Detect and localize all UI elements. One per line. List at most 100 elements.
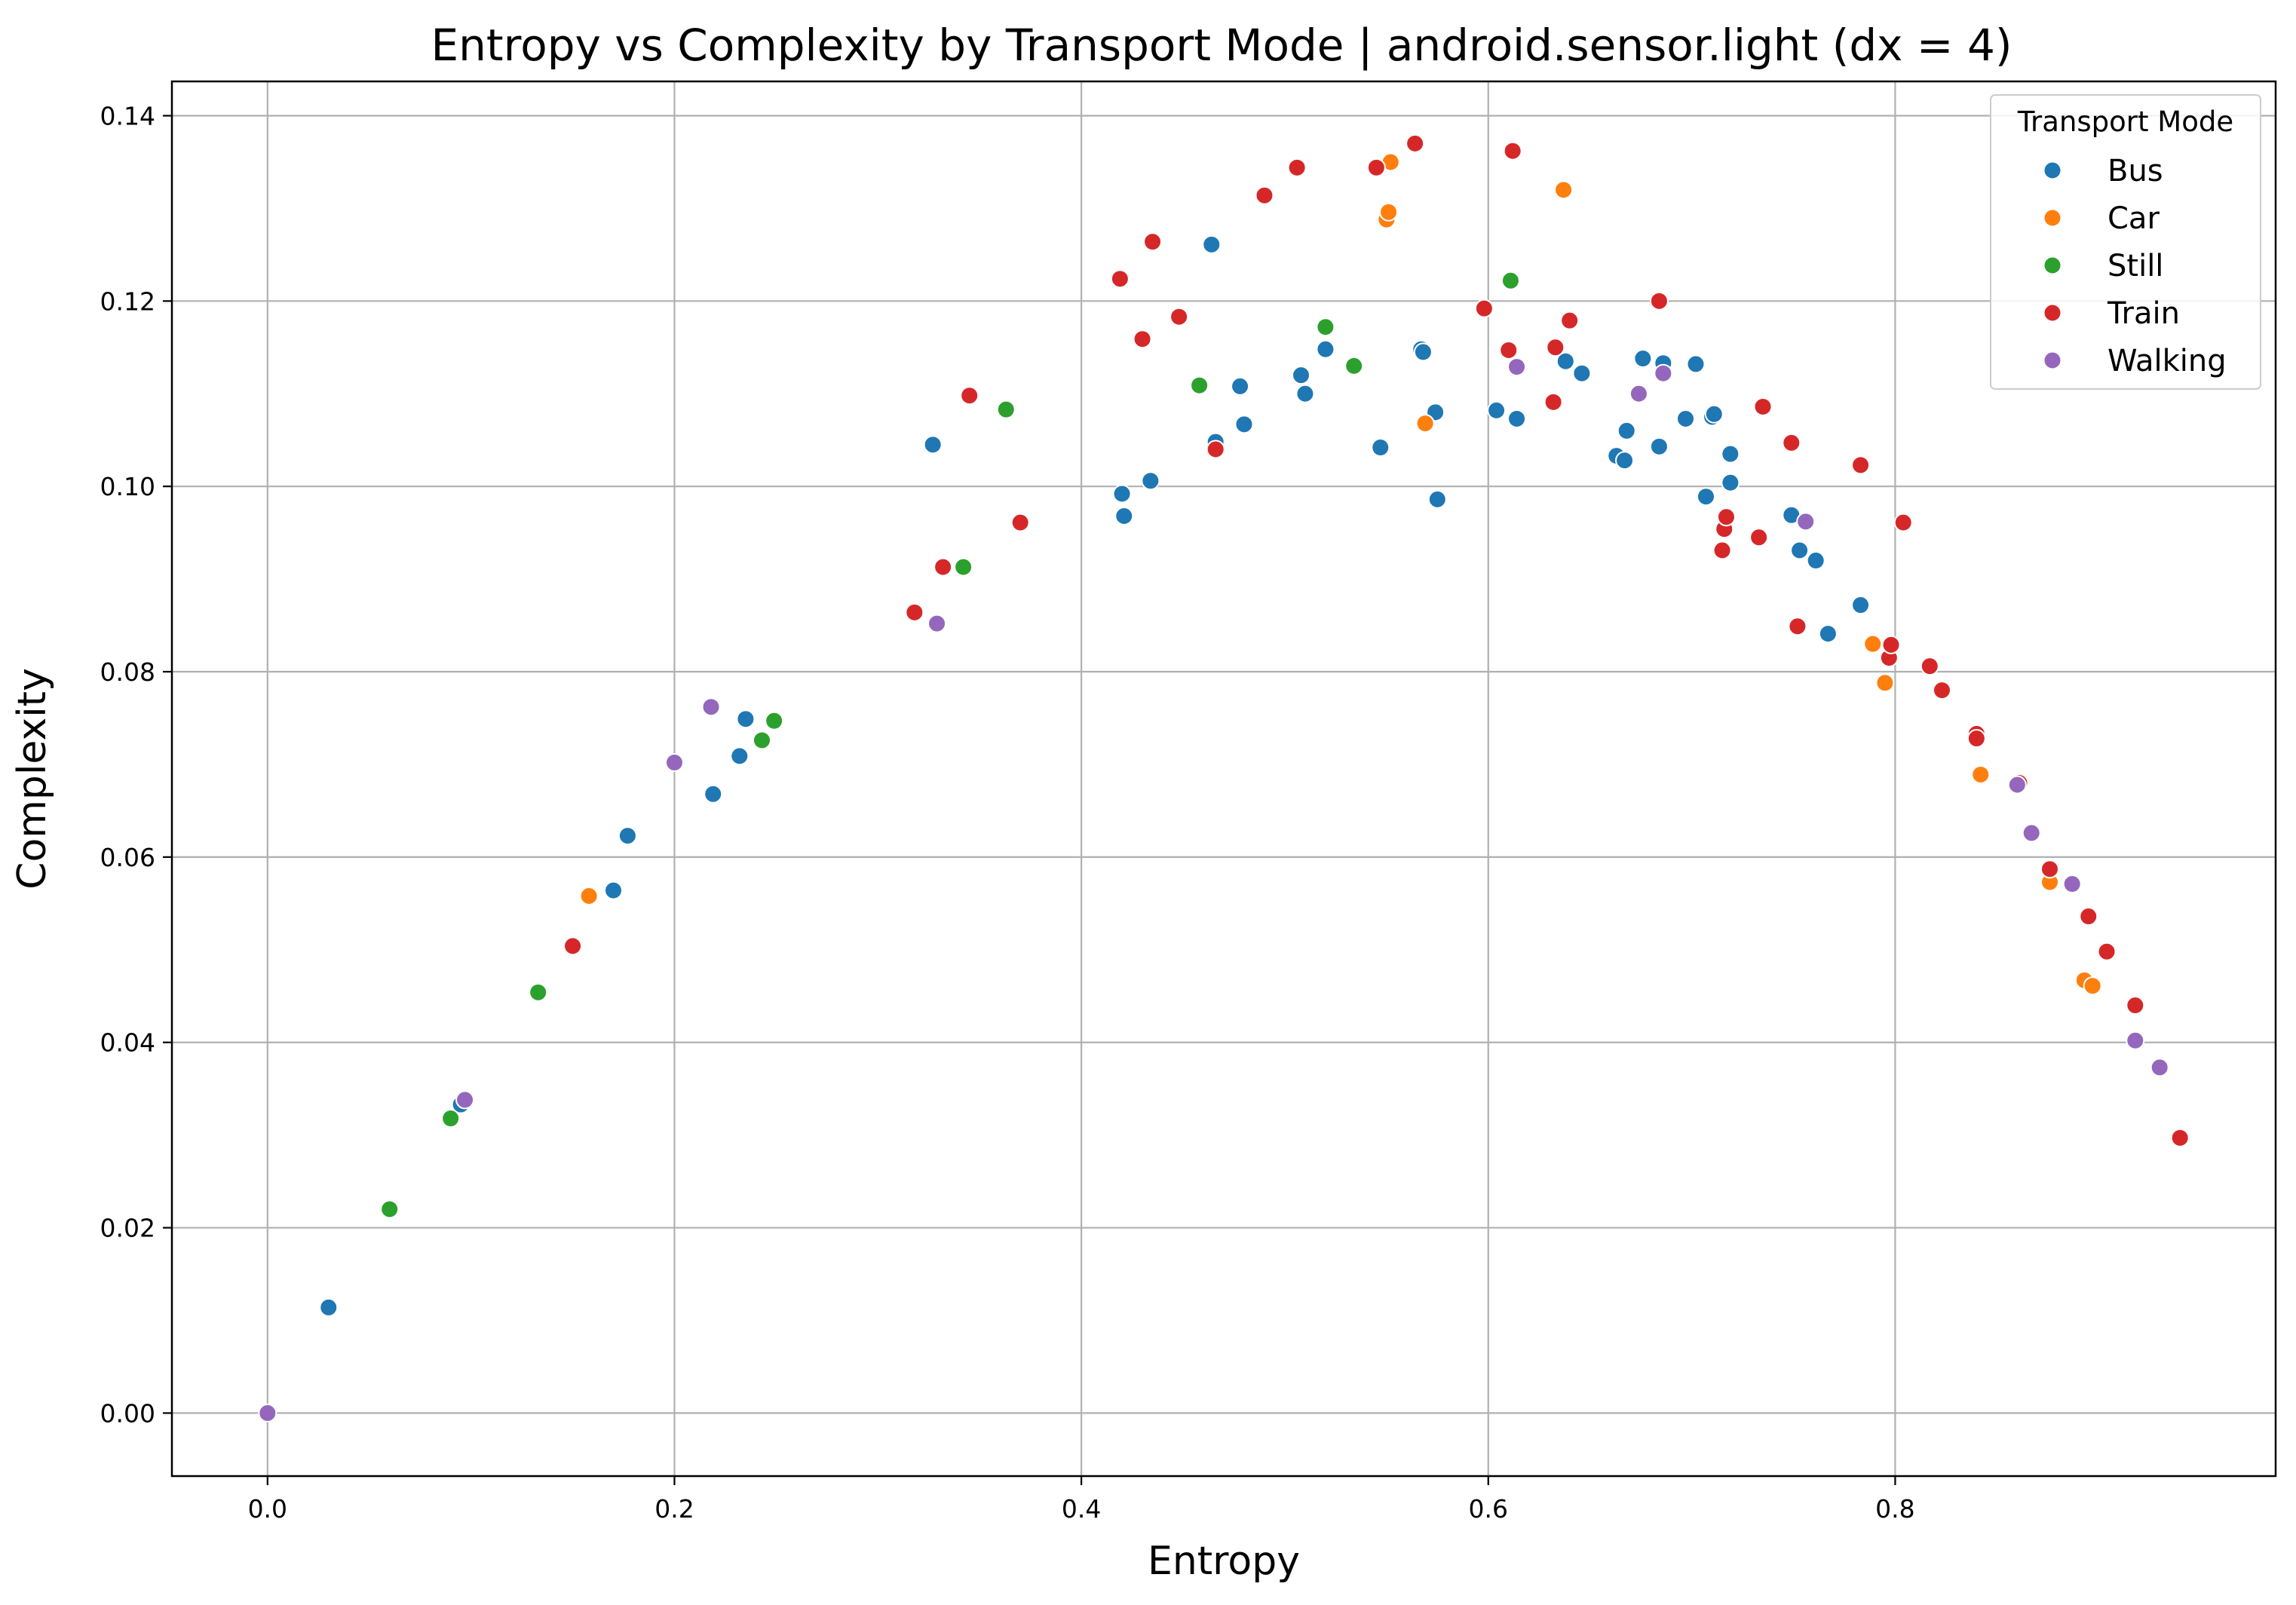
data-point [1875,673,1895,693]
data-point [1556,351,1575,371]
x-tick-label: 0.8 [1875,1494,1914,1524]
data-point [1366,158,1386,177]
data-point [1633,349,1653,369]
legend-items: Bus Car Still Train Walking [2043,154,2227,378]
data-point [1881,635,1901,654]
data-point [1712,541,1732,560]
data-point [1316,339,1335,359]
data-point [1560,311,1580,330]
x-tick-label: 0.2 [654,1494,694,1524]
data-point [604,881,624,900]
data-point [1654,363,1673,383]
data-point [1851,455,1871,475]
series-walking [258,357,2169,1423]
data-point [529,982,548,1002]
data-point [1344,356,1364,375]
data-point [1806,551,1825,571]
legend-label: Walking [2107,344,2227,378]
data-point [1966,729,1986,749]
data-point [1499,340,1519,360]
data-point [1572,363,1592,383]
data-point [441,1109,461,1129]
data-point [1507,409,1527,428]
data-point [1696,487,1715,507]
data-point [563,936,583,956]
data-point [2150,1058,2169,1077]
data-point [2097,942,2117,961]
legend: Transport Mode Bus Car Still Train Walking [1990,94,2261,390]
data-point [1503,141,1522,161]
data-point [1649,436,1669,456]
legend-label: Car [2107,201,2160,236]
data-point [1649,291,1669,311]
data-point [1169,307,1189,326]
data-point [319,1297,339,1317]
series-bus [319,234,1871,1317]
data-point [380,1199,400,1219]
y-tick-label: 0.14 [100,101,155,130]
plot-area-frame [170,80,2277,1478]
data-point [1474,299,1494,318]
y-tick-label: 0.00 [100,1398,155,1428]
data-point [1615,451,1635,470]
data-point [1371,438,1390,458]
data-point [1379,202,1399,222]
data-point [1893,513,1913,532]
data-point [1255,185,1274,205]
data-point [258,1403,277,1423]
data-point [1507,357,1527,377]
data-point [1427,489,1447,509]
y-tick-label: 0.12 [100,286,155,316]
y-tick-label: 0.10 [100,472,155,501]
data-point [1790,541,1810,560]
data-point [1788,617,1807,636]
data-point [1543,392,1563,412]
data-points [258,133,2190,1423]
data-point [1206,440,1225,459]
data-point [1629,384,1648,403]
data-point [1202,234,1222,254]
legend-title: Transport Mode [2017,106,2233,138]
data-point [1971,764,1991,784]
x-tick-label: 0.4 [1062,1494,1101,1524]
data-point [1295,384,1315,403]
data-point [1112,484,1132,504]
legend-label: Bus [2107,154,2163,188]
data-point [1133,329,1152,349]
data-point [1010,513,1030,532]
data-point [1721,473,1740,492]
data-point [2126,996,2145,1015]
data-point [752,731,771,750]
data-point [1721,444,1740,464]
x-axis-ticks: 0.0 0.2 0.4 0.6 0.8 [248,1476,1915,1524]
data-point [618,826,637,846]
data-point [704,784,723,804]
data-point [1110,269,1130,289]
data-point [1415,414,1435,433]
x-tick-label: 0.0 [248,1494,287,1524]
data-point [664,752,684,772]
data-point [954,557,973,577]
data-point [1316,317,1335,337]
data-point [730,746,749,766]
data-point [2079,907,2098,927]
grid [172,81,2276,1476]
data-point [2040,859,2059,879]
data-point [1501,271,1520,290]
legend-marker [2043,351,2062,370]
data-point [1143,232,1163,252]
legend-marker [2043,303,2062,323]
data-point [1413,342,1433,362]
data-point [1231,376,1250,396]
legend-marker [2043,208,2062,228]
data-point [455,1090,475,1110]
data-point [923,435,943,455]
data-point [736,709,756,729]
series-still [380,271,1520,1219]
data-point [905,602,924,622]
data-point [1141,471,1160,491]
data-point [2126,1031,2145,1050]
data-point [1234,415,1254,434]
data-point [1292,366,1311,385]
